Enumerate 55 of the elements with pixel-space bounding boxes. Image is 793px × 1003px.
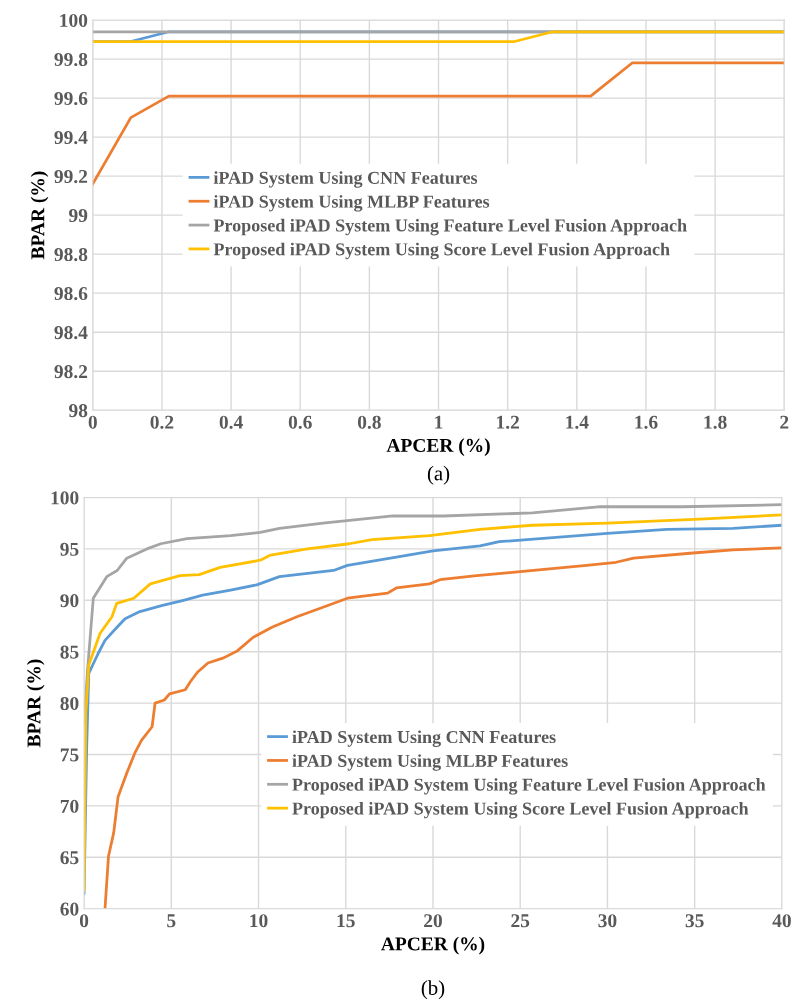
x-tick-label: 1 [435, 415, 443, 429]
y-tick-label: 99.8 [54, 52, 88, 67]
y-tick-label: 98 [69, 404, 88, 418]
legend-label: iPAD System Using CNN Features [213, 171, 478, 188]
x-tick-label: 40 [772, 914, 791, 928]
y-tick-label: 95 [60, 542, 79, 556]
y-tick-label: 98.2 [54, 365, 88, 379]
text: (b) [421, 980, 445, 1000]
legend-label: Proposed iPAD System Using Score Level Fusion Approach [292, 801, 749, 819]
legend-label: Proposed iPAD System Using Feature Level Fusion Approach [213, 218, 687, 236]
x-axis-title: APCER (%) [386, 438, 490, 456]
y-tick-label: 98.8 [54, 247, 88, 262]
y-axis-title: BPAR (%) [26, 659, 45, 748]
line-series [92, 61, 785, 186]
x-tick-label: 0 [88, 415, 97, 429]
y-tick-label: 80 [60, 696, 79, 711]
y-tick-label: 99.6 [54, 91, 88, 106]
x-tick-label: 10 [250, 914, 268, 928]
y-tick-label: 98.6 [54, 286, 88, 301]
y-tick-label: 85 [60, 645, 79, 659]
x-tick-label: 2 [780, 415, 789, 429]
x-tick-label: 1.4 [566, 415, 589, 429]
y-tick-label: 100 [60, 13, 88, 27]
y-tick-label: 65 [60, 851, 79, 865]
x-tick-label: 25 [511, 914, 530, 928]
y-tick-label: 75 [60, 748, 79, 762]
x-tick-label: 35 [685, 914, 704, 928]
y-tick-label: 90 [60, 594, 79, 608]
x-tick-label: 1.8 [704, 415, 727, 429]
x-tick-label: 0.8 [357, 415, 381, 429]
x-tick-label: 0.4 [219, 415, 243, 429]
y-tick-label: 99.2 [54, 170, 88, 184]
x-tick-label: 15 [337, 914, 355, 928]
y-tick-label: 100 [51, 491, 79, 505]
x-tick-label: 1.2 [497, 415, 519, 429]
legend-label: Proposed iPAD System Using Feature Level Fusion Approach [292, 778, 766, 795]
x-tick-label: 0.2 [150, 415, 174, 429]
y-tick-label: 99 [69, 209, 88, 223]
legend-label: iPAD System Using MLBP Features [292, 754, 568, 771]
y-tick-label: 60 [60, 902, 79, 916]
y-axis-title: BPAR (%) [30, 171, 49, 260]
legend-label: iPAD System Using CNN Features [292, 730, 556, 747]
legend-label: Proposed iPAD System Using Score Level Fusion Approach [213, 242, 670, 260]
x-tick-label: 20 [424, 914, 442, 928]
y-tick-label: 99.4 [54, 130, 88, 145]
x-tick-label: 30 [598, 914, 617, 928]
x-tick-label: 1.6 [635, 415, 658, 429]
x-tick-label: 5 [167, 914, 176, 928]
x-tick-label: 0.6 [288, 415, 312, 429]
x-tick-label: 0 [79, 914, 89, 928]
y-tick-label: 98.4 [54, 326, 88, 340]
text: (a) [427, 465, 450, 485]
legend-label: iPAD System Using MLBP Features [213, 195, 490, 212]
y-tick-label: 70 [60, 799, 79, 813]
x-axis-title: APCER (%) [381, 936, 485, 955]
